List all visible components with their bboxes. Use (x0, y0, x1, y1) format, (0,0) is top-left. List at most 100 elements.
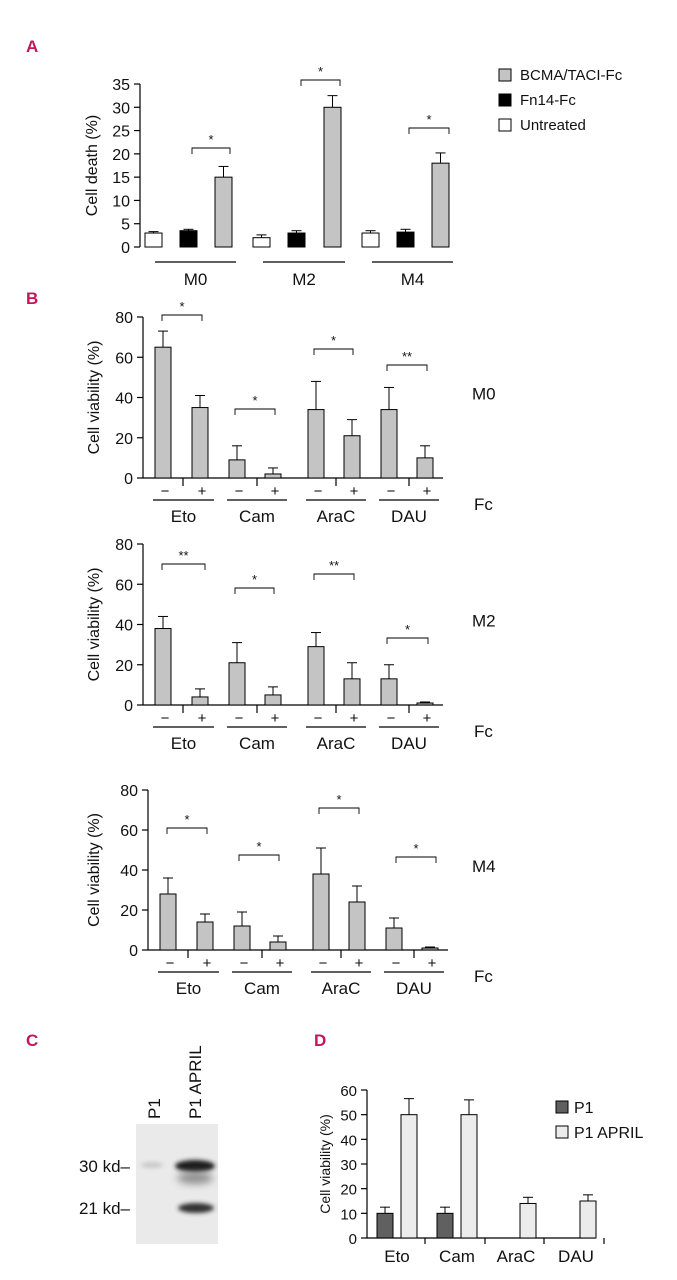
a-y-tick-label-2: 10 (112, 193, 130, 210)
b2-fc-plus-AraC: + (355, 955, 364, 972)
a-sig-2-star: * (426, 112, 431, 127)
blot-band-21kd (178, 1203, 214, 1213)
blot-background (136, 1124, 218, 1244)
b2-y-tick-label-0: 0 (129, 943, 138, 960)
b2-fc-minus-AraC: − (319, 955, 328, 972)
b1-y-tick-label-2: 40 (115, 618, 133, 635)
b0-sig-Cam-bracket (234, 408, 276, 415)
b0-y-axis-label: Cell viability (%) (86, 341, 103, 455)
b1-fc-plus-Cam: + (271, 710, 280, 727)
d-y-tick-label-6: 60 (340, 1083, 357, 1100)
d-y-tick-label-4: 40 (340, 1132, 357, 1149)
b1-sig-DAU-star: * (405, 622, 410, 637)
a-bar-M4-2 (431, 162, 450, 248)
b0-condition-label: M0 (472, 385, 496, 404)
b2-bar-Cam-minus (233, 925, 251, 951)
b2-fc-axis-label: Fc (474, 967, 493, 986)
a-y-tick-label-1: 5 (121, 217, 130, 234)
a-bar-M0-2 (214, 176, 233, 248)
b0-drug-label-Eto: Eto (171, 507, 197, 526)
b0-bar-Cam-plus (264, 473, 282, 479)
b2-drug-label-Eto: Eto (176, 979, 202, 998)
b1-fc-axis-label: Fc (474, 722, 493, 741)
b1-fc-minus-AraC: − (314, 710, 323, 727)
a-legend-label-1: Fn14-Fc (520, 92, 576, 109)
b2-bar-Eto-plus (196, 921, 214, 951)
panel-label-a: A (26, 37, 38, 56)
b1-sig-Eto-star: ** (178, 548, 188, 563)
b2-sig-Cam-star: * (256, 839, 261, 854)
d-bar-Cam-0 (436, 1212, 454, 1239)
b1-bar-Eto-minus (154, 628, 172, 706)
b0-bar-AraC-plus (343, 435, 361, 479)
d-y-tick-label-0: 0 (349, 1231, 357, 1248)
b2-fc-plus-Cam: + (276, 955, 285, 972)
a-bar-M0-0 (144, 232, 163, 248)
b2-fc-minus-DAU: − (392, 955, 401, 972)
b2-sig-Eto-star: * (184, 812, 189, 827)
b0-fc-plus-DAU: + (423, 483, 432, 500)
b2-sig-DAU-bracket (395, 856, 437, 863)
b2-y-tick-label-3: 60 (120, 823, 138, 840)
b1-bar-Cam-plus (264, 694, 282, 706)
b1-sig-Cam-star: * (252, 572, 257, 587)
b1-bar-Cam-minus (228, 662, 246, 706)
b2-bar-Eto-minus (159, 893, 177, 951)
blot-band-30kd (175, 1160, 215, 1172)
a-y-tick-label-6: 30 (112, 100, 130, 117)
d-y-tick-label-3: 30 (340, 1157, 357, 1174)
b1-bar-DAU-minus (380, 678, 398, 706)
b0-sig-DAU-star: ** (402, 349, 412, 364)
b2-sig-AraC-star: * (336, 792, 341, 807)
blot-marker-30kd: 30 kd– (79, 1157, 131, 1176)
a-category-label-M0: M0 (184, 270, 208, 289)
d-bar-Eto-1 (400, 1114, 418, 1239)
a-sig-1-star: * (318, 64, 323, 79)
a-y-tick-label-3: 15 (112, 170, 130, 187)
a-y-tick-label-0: 0 (121, 240, 130, 257)
d-legend-swatch-0 (555, 1100, 569, 1114)
b2-fc-minus-Cam: − (240, 955, 249, 972)
d-legend-label-1: P1 APRIL (574, 1125, 643, 1142)
d-bar-DAU-1 (579, 1200, 597, 1239)
blot-membrane (136, 1124, 218, 1244)
b1-sig-AraC-star: ** (329, 558, 339, 573)
d-y-tick-label-1: 10 (340, 1206, 357, 1223)
b0-fc-minus-Eto: − (161, 483, 170, 500)
b2-sig-Cam-bracket (238, 854, 280, 861)
blot-smear (177, 1172, 213, 1184)
b1-fc-plus-DAU: + (423, 710, 432, 727)
a-bar-M0-1 (179, 230, 198, 248)
b1-bar-Eto-plus (191, 696, 209, 706)
b2-y-tick-label-1: 20 (120, 903, 138, 920)
b0-drug-label-DAU: DAU (391, 507, 427, 526)
a-legend-label-2: Untreated (520, 117, 586, 134)
b2-fc-minus-Eto: − (166, 955, 175, 972)
b0-y-tick-label-4: 80 (115, 310, 133, 327)
b1-sig-Eto-bracket (161, 563, 206, 570)
a-y-tick-label-5: 25 (112, 124, 130, 141)
a-bar-M4-0 (361, 232, 380, 248)
b1-fc-plus-AraC: + (350, 710, 359, 727)
b0-fc-minus-AraC: − (314, 483, 323, 500)
a-legend-swatch-0 (498, 68, 512, 82)
b0-bar-Cam-minus (228, 459, 246, 479)
b0-fc-plus-AraC: + (350, 483, 359, 500)
a-sig-0-star: * (208, 132, 213, 147)
b0-fc-axis-label: Fc (474, 495, 493, 514)
b2-bar-DAU-plus (421, 947, 439, 951)
b2-condition-label: M4 (472, 857, 496, 876)
b1-bar-AraC-plus (343, 678, 361, 706)
b1-fc-minus-Eto: − (161, 710, 170, 727)
b0-bar-AraC-minus (307, 409, 325, 479)
b2-drug-label-DAU: DAU (396, 979, 432, 998)
panel-label-d: D (314, 1031, 326, 1050)
b2-bar-Cam-plus (269, 941, 287, 951)
b1-drug-label-DAU: DAU (391, 734, 427, 753)
d-category-label-DAU: DAU (558, 1247, 594, 1266)
a-y-axis-label: Cell death (%) (84, 115, 101, 216)
a-category-label-M4: M4 (401, 270, 425, 289)
